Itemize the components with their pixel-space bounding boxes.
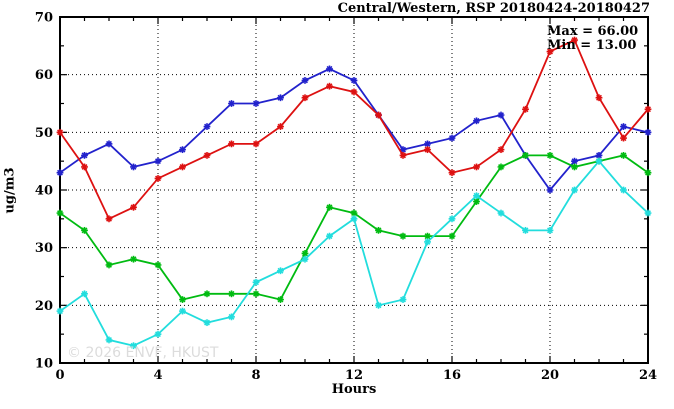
chart-title: Central/Western, RSP 20180424-20180427 [337,1,650,16]
svg-text:30: 30 [35,241,53,256]
svg-text:0: 0 [55,368,64,383]
svg-text:10: 10 [35,357,53,372]
svg-text:12: 12 [345,368,363,383]
svg-text:8: 8 [251,368,260,383]
max-annotation: Max = 66.00 [547,24,639,39]
y-axis-label: ug/m3 [2,167,18,214]
svg-text:70: 70 [35,11,53,26]
svg-text:4: 4 [153,368,162,383]
x-axis-label: Hours [331,382,377,397]
svg-text:50: 50 [35,126,53,141]
svg-text:40: 40 [35,184,53,199]
svg-text:20: 20 [35,299,53,314]
max-min-annotation: Max = 66.00 Min = 13.00 [547,25,638,53]
svg-text:60: 60 [35,68,53,83]
svg-text:20: 20 [541,368,559,383]
svg-text:24: 24 [639,368,657,383]
watermark: © 2026 ENVF, HKUST [67,345,219,361]
svg-text:16: 16 [443,368,461,383]
min-annotation: Min = 13.00 [547,38,637,53]
